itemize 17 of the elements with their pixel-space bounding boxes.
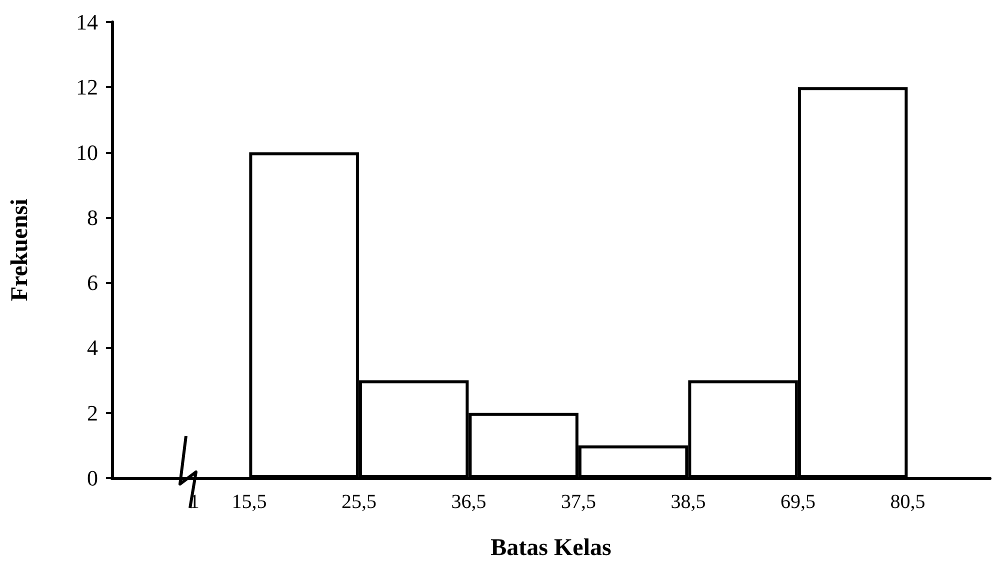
- x-tick-label: 37,5: [560, 491, 596, 513]
- x-tick-label: 38,5: [670, 491, 706, 513]
- y-tick-label: 12: [76, 74, 98, 100]
- y-tick-label: 8: [87, 204, 98, 230]
- x-tick-label: 25,5: [341, 491, 376, 513]
- y-tick-label: 14: [76, 10, 98, 34]
- y-tick-label: 4: [87, 335, 98, 360]
- x-tick-label: 36,5: [451, 491, 486, 513]
- y-tick-label: 6: [87, 270, 98, 296]
- y-axis-title: Frekuensi: [7, 198, 33, 302]
- y-tick-label: 0: [87, 466, 98, 490]
- x-tick-label: 80,5: [890, 491, 926, 513]
- x-tick-label: 15,5: [232, 491, 267, 513]
- y-tick-label: 10: [76, 140, 98, 165]
- x-axis-title: Batas Kelas: [490, 535, 612, 561]
- y-tick-label: 2: [87, 400, 98, 426]
- x-tick-label: 69,5: [780, 491, 816, 513]
